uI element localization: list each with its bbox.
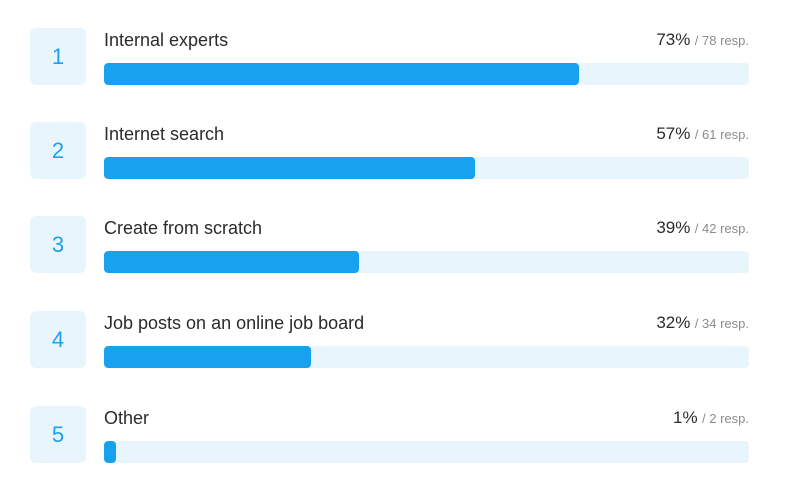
result-row: 4 Job posts on an online job board 32% /… bbox=[0, 311, 800, 371]
response-count: / 2 resp. bbox=[702, 411, 749, 426]
rank-badge: 3 bbox=[30, 216, 86, 273]
progress-fill bbox=[104, 63, 579, 85]
result-row: 5 Other 1% / 2 resp. bbox=[0, 406, 800, 466]
option-label: Internet search bbox=[104, 124, 225, 144]
percent-value: 73% bbox=[656, 30, 691, 49]
progress-track bbox=[104, 346, 749, 368]
option-label: Other bbox=[104, 408, 150, 428]
result-row: 3 Create from scratch 39% / 42 resp. bbox=[0, 216, 800, 276]
response-count: / 61 resp. bbox=[694, 127, 749, 142]
response-count: / 34 resp. bbox=[694, 316, 749, 331]
result-row: 2 Internet search 57% / 61 resp. bbox=[0, 122, 800, 182]
percent-value: 39% bbox=[656, 218, 691, 237]
progress-track bbox=[104, 63, 749, 85]
result-stat: 1% / 2 resp. bbox=[673, 408, 749, 428]
progress-fill bbox=[104, 251, 360, 273]
result-stat: 73% / 78 resp. bbox=[656, 30, 749, 50]
progress-fill bbox=[104, 157, 475, 179]
result-stat: 32% / 34 resp. bbox=[656, 313, 749, 333]
percent-value: 32% bbox=[656, 313, 691, 332]
result-stat: 39% / 42 resp. bbox=[656, 218, 749, 238]
progress-fill bbox=[104, 346, 312, 368]
progress-track bbox=[104, 441, 749, 463]
rank-badge: 5 bbox=[30, 406, 86, 463]
rank-badge: 2 bbox=[30, 122, 86, 179]
response-count: / 78 resp. bbox=[694, 33, 749, 48]
progress-track bbox=[104, 251, 749, 273]
option-label: Job posts on an online job board bbox=[104, 313, 365, 333]
response-count: / 42 resp. bbox=[694, 221, 749, 236]
result-stat: 57% / 61 resp. bbox=[656, 124, 749, 144]
progress-fill bbox=[104, 441, 117, 463]
option-label: Create from scratch bbox=[104, 218, 263, 238]
percent-value: 1% bbox=[673, 408, 698, 427]
option-label: Internal experts bbox=[104, 30, 229, 50]
progress-track bbox=[104, 157, 749, 179]
rank-badge: 4 bbox=[30, 311, 86, 368]
percent-value: 57% bbox=[656, 124, 691, 143]
rank-badge: 1 bbox=[30, 28, 86, 85]
result-row: 1 Internal experts 73% / 78 resp. bbox=[0, 28, 800, 88]
